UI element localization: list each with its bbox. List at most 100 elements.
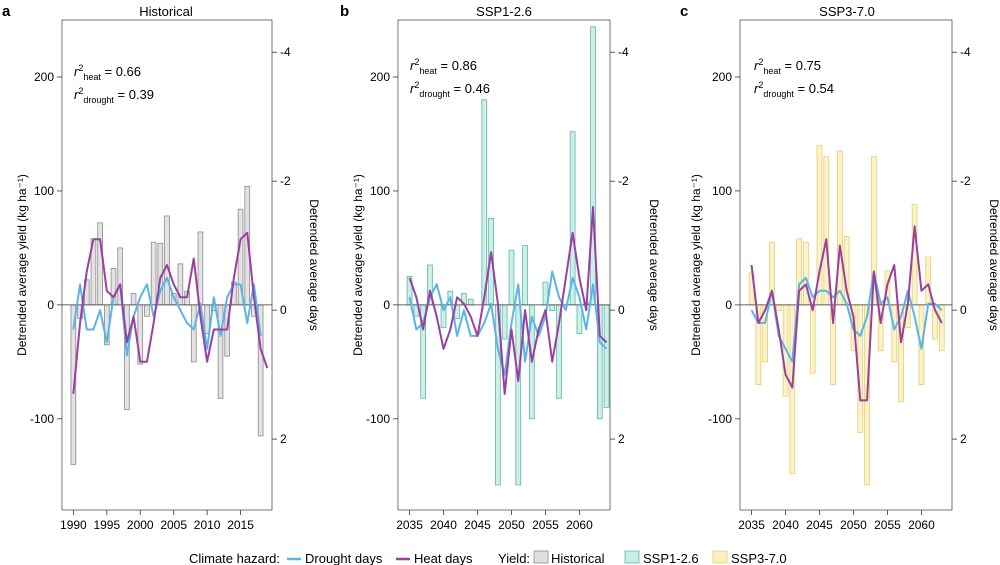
- legend-ssp126-swatch: [624, 550, 640, 564]
- y2-axis-label: Detrended average days: [987, 199, 1000, 330]
- yield-bar: [590, 26, 596, 306]
- yield-bar: [130, 293, 137, 306]
- yield-bar: [789, 304, 796, 474]
- r2-heat-annotation: r2heat = 0.66: [74, 63, 141, 82]
- plot-frame: [397, 19, 611, 511]
- yield-bar: [164, 215, 170, 306]
- y-tick-label: 0: [383, 298, 390, 312]
- x-tick-label: 2055: [874, 518, 901, 532]
- y-axis-label: Detrended average yield (kg ha⁻¹): [15, 174, 29, 356]
- r2-drought-value: 0.39: [129, 87, 154, 102]
- x-axis: 2035 2040 2045 2050 2055 2060: [738, 510, 935, 532]
- yield-bar: [190, 304, 197, 363]
- y-tick-label: 100: [712, 184, 732, 198]
- plot-frame: [739, 19, 953, 511]
- x-tick-label: 2060: [566, 518, 593, 532]
- r2-heat-value: 0.75: [796, 58, 821, 73]
- x-tick-label: 1990: [60, 518, 87, 532]
- y2-tick-label: 0: [960, 303, 967, 317]
- yield-bar: [150, 241, 157, 306]
- yield-bar: [775, 304, 782, 311]
- x-tick-label: 2035: [738, 518, 765, 532]
- r2-heat-value: 0.86: [452, 58, 477, 73]
- legend-yield-label: Yield:: [498, 551, 530, 565]
- yield-bar: [144, 304, 150, 317]
- x-tick-label: 2010: [194, 518, 221, 532]
- y-tick-label: 100: [34, 184, 54, 198]
- r2-heat-value: 0.66: [116, 64, 141, 79]
- yield-bar: [837, 150, 843, 306]
- yield-bar: [938, 304, 945, 351]
- yield-bar: [549, 304, 556, 311]
- panel-historical: a Historical -100 0 100 200 -4 -2 0 2 1990 1995…: [2, 3, 321, 532]
- y2-tick-label: -2: [618, 174, 629, 188]
- yield-bar: [467, 298, 474, 306]
- y-tick-label: 0: [725, 298, 732, 312]
- r2-heat-annotation: r2heat = 0.75: [754, 57, 821, 76]
- y-tick-label: 0: [47, 298, 54, 312]
- legend-historical-swatch: [533, 550, 549, 564]
- yield-bar: [481, 99, 488, 306]
- yield-bar: [891, 304, 898, 363]
- y-tick-label: 200: [370, 70, 390, 84]
- y2-tick-label: 2: [618, 432, 625, 446]
- legend-historical-label: Historical: [551, 551, 605, 565]
- x-tick-label: 2050: [840, 518, 867, 532]
- y-tick-label: -100: [366, 412, 390, 426]
- panel-title: SSP1-2.6: [476, 4, 532, 19]
- plot-frame: [61, 19, 273, 511]
- heat-days-line: [750, 225, 943, 402]
- yield-bar: [603, 304, 610, 408]
- legend-heat-label: Heat days: [414, 551, 473, 565]
- x-tick-label: 2055: [532, 518, 559, 532]
- yield-bars: [70, 185, 264, 465]
- left-axis: -100 0 100 200: [708, 70, 740, 426]
- y2-tick-label: -4: [960, 45, 971, 59]
- right-axis: -4 -2 0 2: [610, 45, 629, 446]
- hazard-lines: [750, 225, 943, 402]
- y-axis-label: Detrended average yield (kg ha⁻¹): [689, 174, 703, 356]
- r2-heat-annotation: r2heat = 0.86: [410, 57, 477, 76]
- panel-title: Historical: [139, 4, 193, 19]
- legend-ssp370-swatch: [712, 550, 728, 564]
- r2-drought-annotation: r2drought = 0.54: [754, 80, 834, 99]
- y2-tick-label: 0: [280, 303, 287, 317]
- x-axis: 2035 2040 2045 2050 2055 2060: [396, 510, 593, 532]
- heat-days-line: [408, 205, 608, 395]
- x-tick-label: 1995: [93, 518, 120, 532]
- x-tick-label: 2060: [908, 518, 935, 532]
- yield-bar: [97, 222, 103, 306]
- y-tick-label: -100: [30, 412, 54, 426]
- yield-bar: [177, 263, 184, 306]
- y2-tick-label: -4: [280, 45, 291, 59]
- yield-bar: [217, 304, 224, 399]
- left-axis: -100 0 100 200: [366, 70, 398, 426]
- legend-climate-label: Climate hazard:: [189, 551, 280, 565]
- y-tick-label: -100: [708, 412, 732, 426]
- yield-bar: [925, 256, 932, 306]
- x-axis: 1990 1995 2000 2005 2010 2015: [60, 510, 254, 532]
- x-tick-label: 2045: [464, 518, 491, 532]
- hazard-lines: [72, 231, 269, 395]
- y2-tick-label: 0: [618, 303, 625, 317]
- yield-bar: [515, 304, 522, 486]
- x-tick-label: 2040: [772, 518, 799, 532]
- yield-bar: [508, 249, 515, 306]
- panel-letter: c: [680, 3, 688, 20]
- heat-days-line: [72, 231, 269, 395]
- x-tick-label: 2040: [430, 518, 457, 532]
- y2-tick-label: 2: [280, 432, 287, 446]
- y2-tick-label: -2: [280, 174, 291, 188]
- drought-days-line: [750, 270, 943, 363]
- x-tick-label: 2035: [396, 518, 423, 532]
- y-tick-label: 200: [34, 70, 54, 84]
- r2-drought-annotation: r2drought = 0.46: [410, 80, 490, 99]
- y2-axis-label: Detrended average days: [647, 199, 661, 330]
- yield-bar: [823, 156, 830, 306]
- hazard-lines: [408, 205, 608, 395]
- y2-tick-label: 2: [960, 432, 967, 446]
- x-tick-label: 2015: [227, 518, 254, 532]
